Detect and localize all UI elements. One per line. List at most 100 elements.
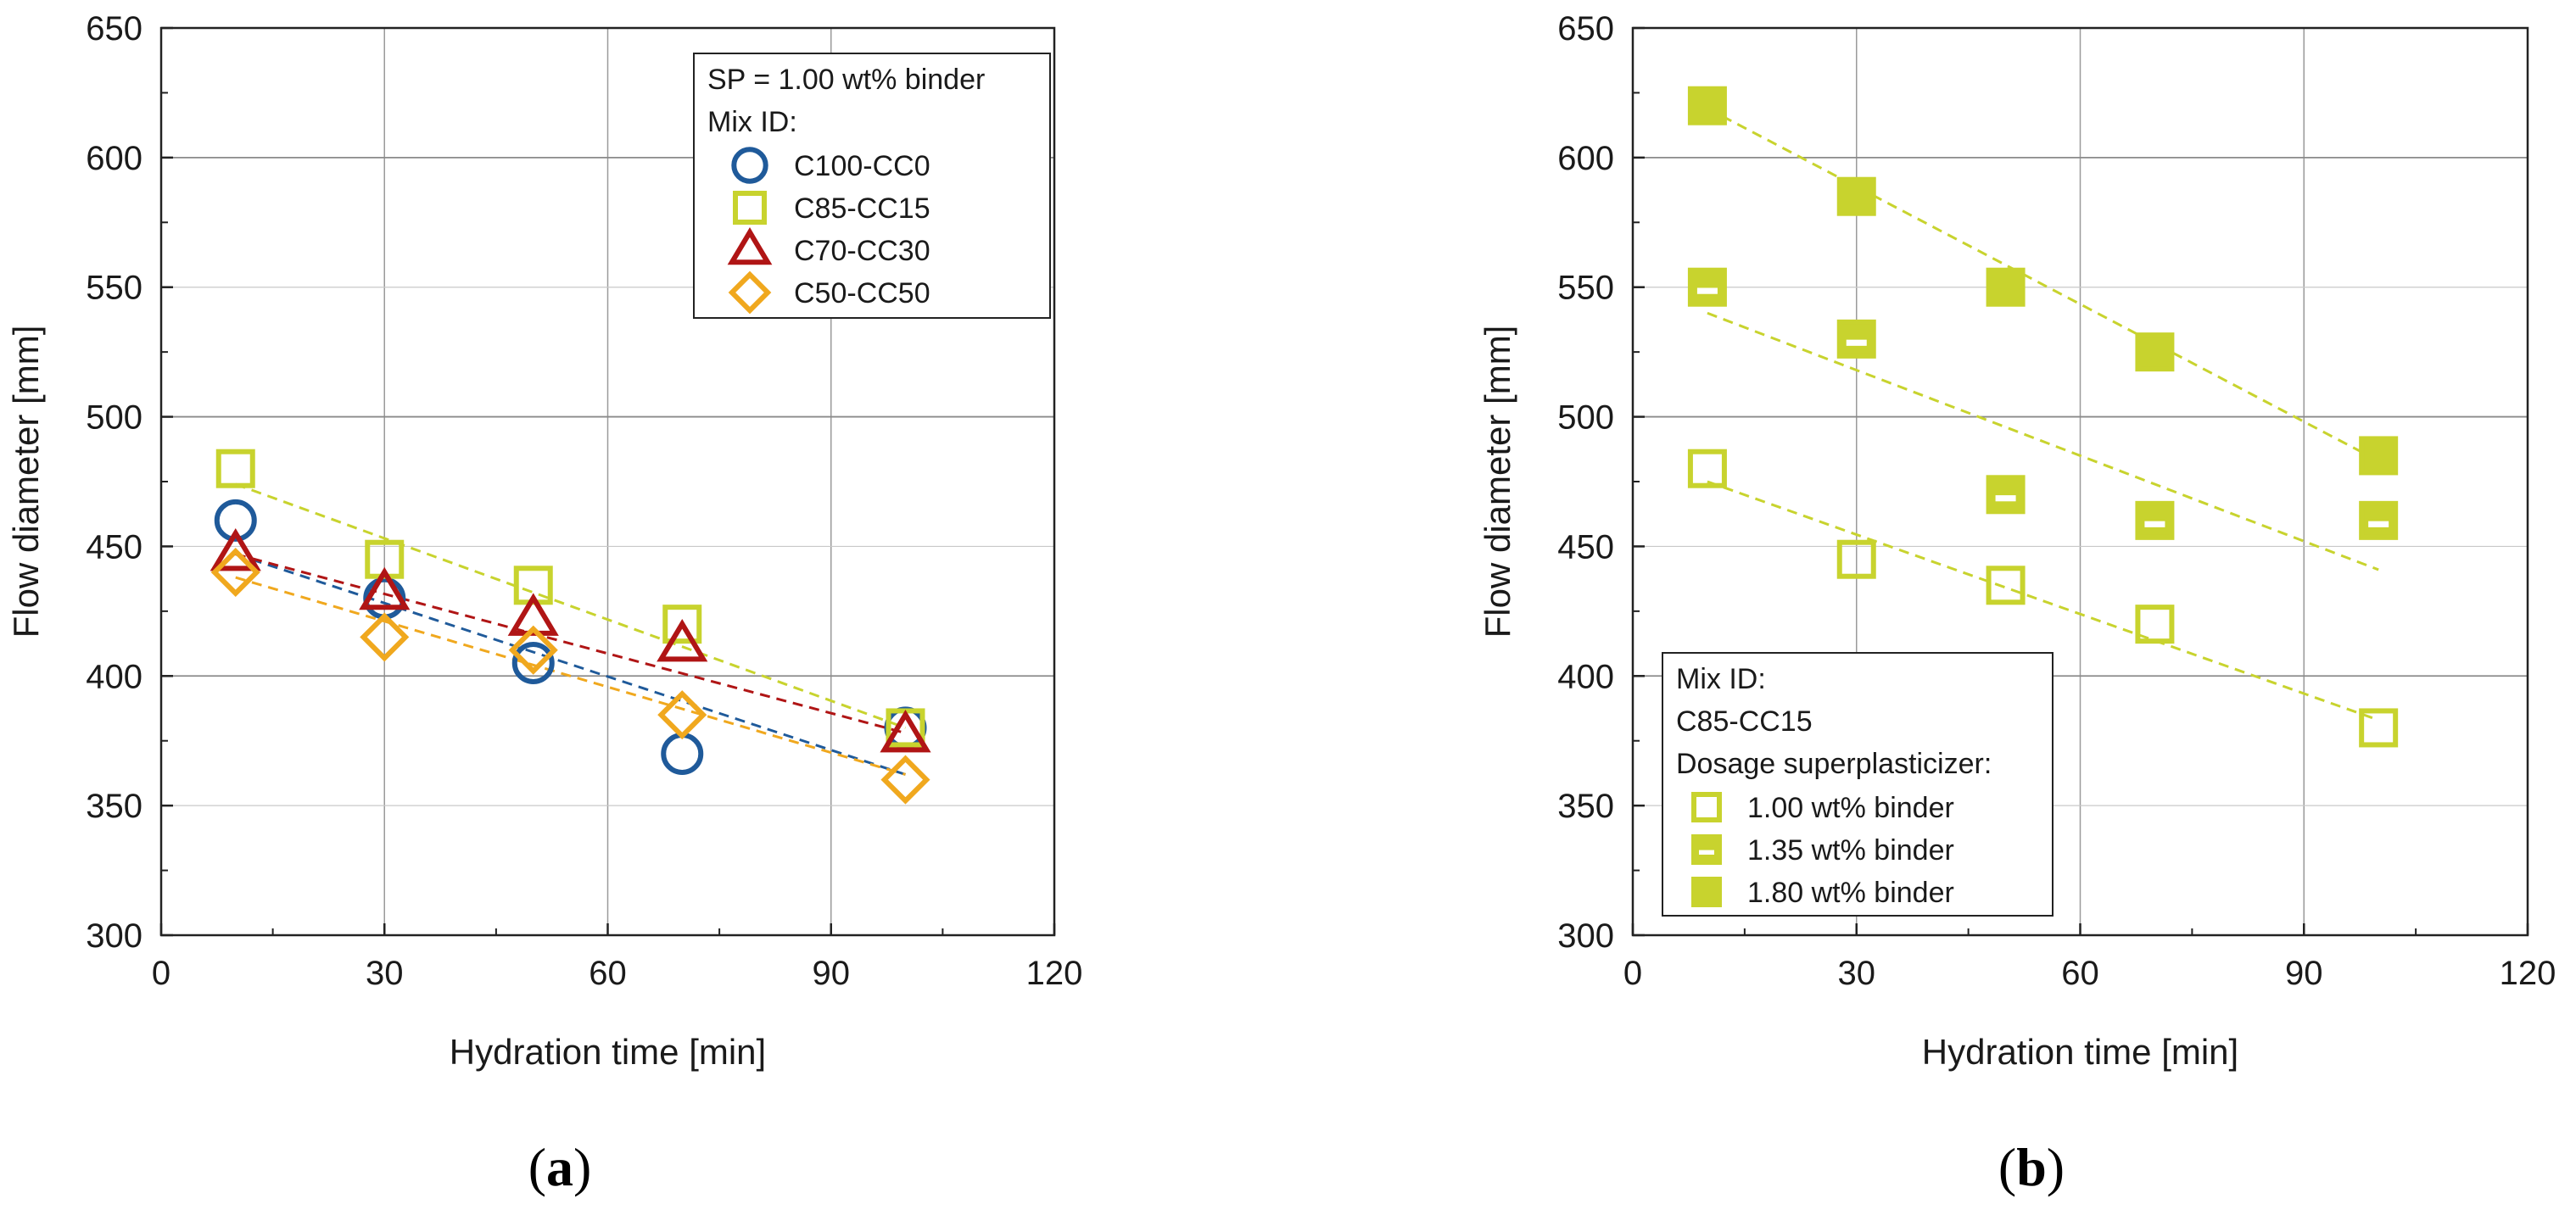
legend-label-c50-cc50: C50-CC50 (794, 277, 930, 309)
data-points-a (210, 449, 931, 805)
trendline-a-0 (235, 553, 906, 776)
panel-letter-a: a (546, 1137, 573, 1197)
trendline-b-1 (1707, 311, 2379, 571)
x-tick-label-120: 120 (1026, 955, 1083, 992)
x-tick-label-0: 0 (152, 955, 170, 992)
data-point-a-2-0 (210, 527, 261, 571)
panel-label-a: (a) (528, 1137, 592, 1197)
legend-marker-shape-0 (1691, 792, 1722, 822)
data-point-b-0-2 (1986, 566, 2026, 605)
legend-a: SP = 1.00 wt% binder Mix ID: C100-CC0 C8… (693, 53, 1051, 319)
x-tick-label-60: 60 (589, 955, 627, 992)
legend-label-1-80: 1.80 wt% binder (1747, 877, 1954, 909)
data-point-a-3-3 (657, 690, 707, 740)
data-point-b-1-3 (2135, 500, 2175, 540)
data-point-b-1-0 (1687, 267, 1727, 307)
legend-label-c85-cc15: C85-CC15 (794, 192, 930, 225)
y-axis-title-a: Flow diameter [mm] (6, 326, 46, 638)
y-tick-label-350: 350 (86, 788, 142, 825)
y-tick-label-650: 650 (86, 10, 142, 47)
chart-panel-a: 0 30 60 90 120 300 350 400 450 500 550 600 650 Hydra… (6, 10, 1082, 1197)
trendline-a-3 (235, 576, 906, 776)
data-point-a-2-2 (507, 593, 559, 636)
data-point-b-2-0 (1687, 86, 1727, 125)
data-point-a-3-1 (360, 612, 410, 662)
x-tick-label-60: 60 (2061, 955, 2099, 992)
y-tick-label-400: 400 (86, 658, 142, 695)
data-point-a-3-2 (508, 625, 558, 675)
legend-mix-id-b: C85-CC15 (1676, 705, 1813, 738)
legend-header-a: SP = 1.00 wt% binder (707, 64, 985, 96)
axis-ticks-b (1631, 26, 2529, 937)
tick-labels-a: 0 30 60 90 120 300 350 400 450 500 550 600 650 (86, 10, 1082, 992)
y-tick-label-450: 450 (1557, 528, 1614, 566)
legend-subheader-a: Mix ID: (707, 106, 797, 138)
x-tick-label-90: 90 (2285, 955, 2323, 992)
x-axis-title-a: Hydration time [min] (450, 1032, 766, 1072)
y-tick-label-550: 550 (86, 270, 142, 307)
legend-marker-c100-cc0 (731, 147, 768, 184)
chart-panel-b: 0 30 60 90 120 300 350 400 450 500 550 600 650 Hydra… (1478, 10, 2556, 1197)
data-point-a-1-0 (215, 449, 255, 488)
x-tick-label-0: 0 (1623, 955, 1642, 992)
legend-marker-1-00 (1691, 792, 1722, 822)
legend-label-1-00: 1.00 wt% binder (1747, 792, 1954, 824)
data-point-a-3-4 (880, 755, 930, 805)
x-tick-label-30: 30 (1838, 955, 1876, 992)
legend-box-b (1662, 652, 2054, 917)
panel-letter-b: b (2016, 1137, 2047, 1197)
y-tick-label-400: 400 (1557, 658, 1614, 695)
legend-marker-c85-cc15 (733, 191, 767, 225)
legend-marker-c50-cc50 (728, 270, 772, 315)
y-tick-label-650: 650 (1557, 10, 1614, 47)
legend-marker-shape-1 (733, 191, 767, 225)
data-point-b-1-4 (2359, 500, 2399, 540)
legend-marker-1-80 (1691, 877, 1722, 907)
data-point-a-1-3 (662, 605, 702, 644)
data-point-b-2-1 (1836, 176, 1876, 216)
data-point-a-2-3 (657, 618, 708, 662)
data-point-b-2-3 (2135, 332, 2175, 372)
trendline-a-1 (235, 482, 907, 729)
data-point-a-2-4 (880, 709, 931, 753)
y-tick-label-300: 300 (86, 917, 142, 955)
axis-ticks-a (159, 26, 1056, 937)
data-point-a-0-3 (661, 733, 704, 775)
legend-marker-shape-2 (1691, 877, 1722, 907)
y-tick-label-450: 450 (86, 528, 142, 566)
data-point-b-1-1 (1836, 319, 1876, 359)
data-point-b-2-2 (1986, 267, 2026, 307)
data-point-b-2-4 (2359, 436, 2399, 476)
legend-label-1-35: 1.35 wt% binder (1747, 834, 1954, 867)
legend-marker-shape-2 (727, 227, 773, 265)
legend-marker-c70-cc30 (727, 227, 773, 265)
y-tick-label-600: 600 (86, 140, 142, 177)
legend-marker-shape-0 (731, 147, 768, 184)
x-axis-title-b: Hydration time [min] (1922, 1032, 2238, 1072)
x-tick-label-120: 120 (2500, 955, 2556, 992)
data-point-b-0-4 (2359, 708, 2399, 748)
tick-labels-b: 0 30 60 90 120 300 350 400 450 500 550 600 650 (1557, 10, 2556, 992)
panel-label-b: (b) (1998, 1137, 2065, 1197)
y-tick-label-350: 350 (1557, 788, 1614, 825)
data-point-b-1-2 (1986, 475, 2026, 515)
trendlines-a (235, 482, 907, 776)
legend-label-c70-cc30: C70-CC30 (794, 235, 930, 267)
y-axis-title-b: Flow diameter [mm] (1478, 326, 1517, 638)
data-point-b-0-1 (1836, 539, 1876, 579)
x-tick-label-30: 30 (366, 955, 404, 992)
data-point-b-0-3 (2135, 605, 2175, 644)
data-point-a-2-1 (359, 566, 411, 610)
trendlines-b (1707, 107, 2379, 722)
y-tick-label-550: 550 (1557, 270, 1614, 307)
legend-marker-shape-1 (1691, 834, 1722, 865)
legend-marker-1-35 (1691, 834, 1722, 865)
legend-box-a (693, 53, 1051, 319)
data-point-b-0-0 (1687, 449, 1727, 488)
y-tick-label-500: 500 (1557, 399, 1614, 437)
trendline-b-2 (1707, 107, 2379, 462)
data-points-b (1687, 86, 2399, 748)
trendline-a-2 (235, 553, 906, 734)
data-point-a-3-0 (210, 547, 260, 598)
